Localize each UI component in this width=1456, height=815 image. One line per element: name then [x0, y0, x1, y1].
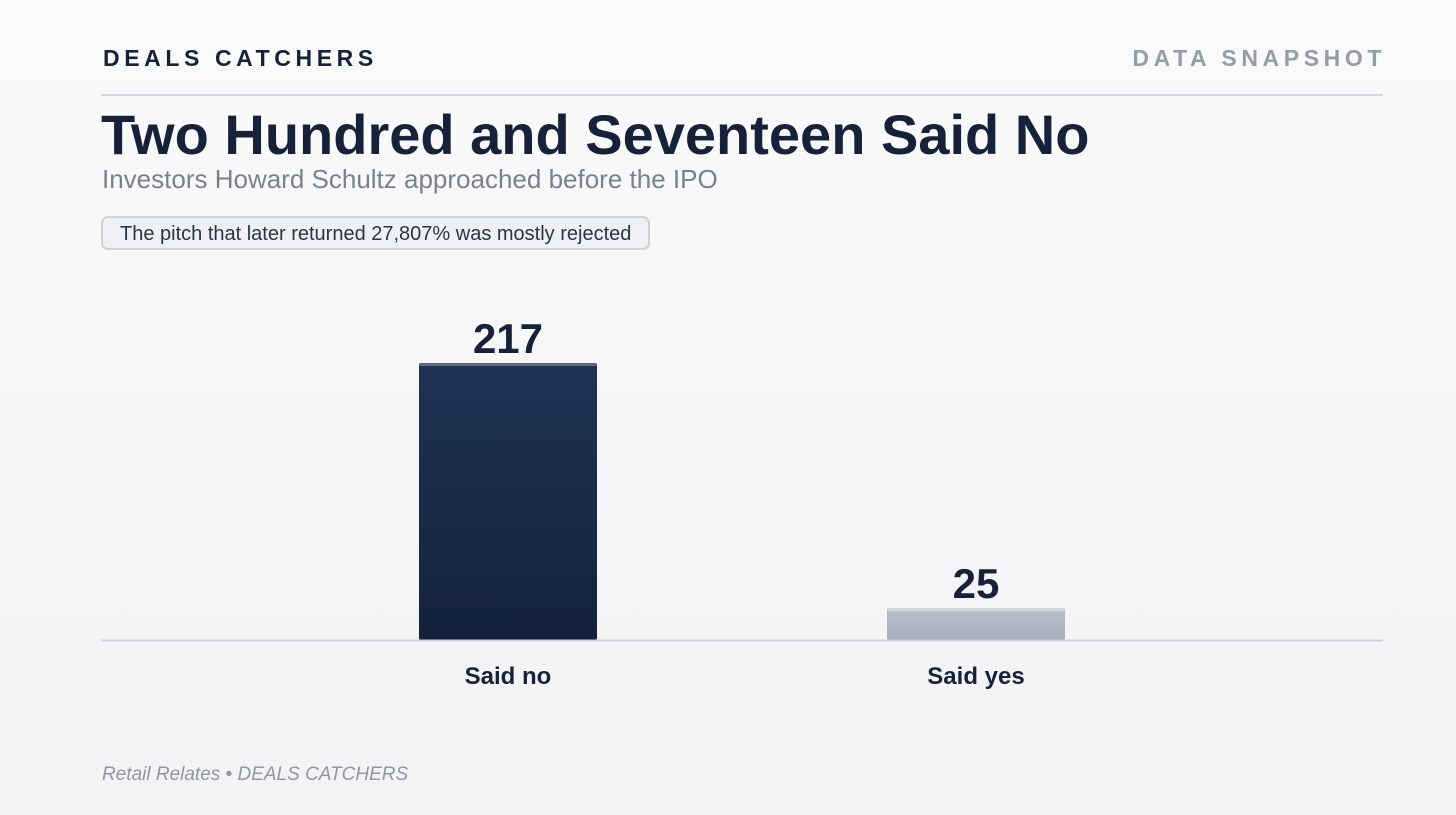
- footer-credit: Retail Relates • DEALS CATCHERS: [102, 764, 409, 785]
- brand-name: DEALS CATCHERS: [103, 45, 378, 71]
- category-label-said-yes: Said yes: [927, 663, 1024, 690]
- header-divider: [101, 94, 1383, 96]
- chart-subtitle: Investors Howard Schultz approached befo…: [102, 164, 718, 194]
- bar-said-yes: [887, 608, 1065, 640]
- bar-said-no: [419, 363, 597, 640]
- bar-cap-said-no: [419, 363, 597, 366]
- category-label-said-no: Said no: [465, 663, 552, 690]
- chart-title: Two Hundred and Seventeen Said No: [101, 103, 1090, 166]
- callout-badge: The pitch that later returned 27,807% wa…: [101, 216, 651, 250]
- bar-cap-said-yes: [887, 608, 1065, 612]
- value-label-said-yes: 25: [953, 560, 1000, 607]
- data-snapshot-tag: DATA SNAPSHOT: [1132, 45, 1386, 71]
- value-label-said-no: 217: [473, 315, 543, 362]
